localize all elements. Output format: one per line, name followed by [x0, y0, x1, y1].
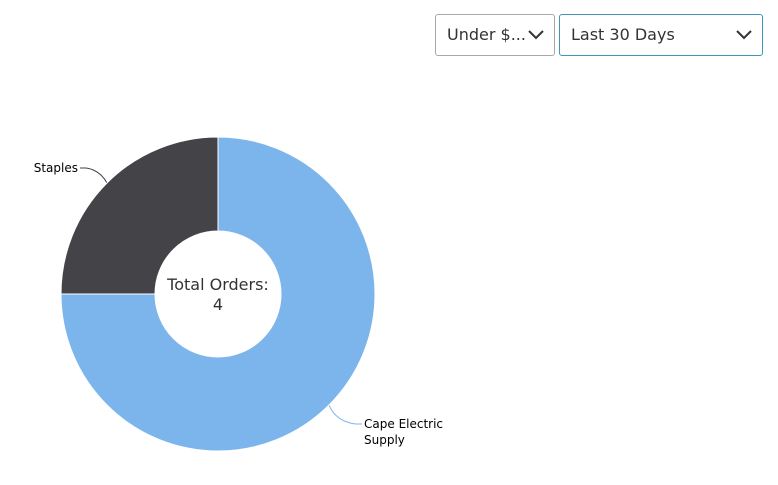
dropdown-text: Last 30 Days: [571, 25, 675, 44]
slice-label: Cape Electric Supply: [364, 417, 444, 448]
connector: [328, 404, 363, 425]
center-label: Total Orders:: [166, 275, 269, 294]
chevron: [736, 30, 752, 40]
donut-slice: [60, 136, 219, 295]
donut-slice: [60, 136, 376, 452]
dropdown-text: Under $...: [447, 25, 526, 44]
chevron: [528, 30, 544, 40]
slice-label: Staples: [33, 160, 78, 175]
period-dropdown[interactable]: Last 30 Days: [559, 14, 763, 56]
connector: [79, 167, 108, 184]
center-value: 4: [213, 295, 223, 314]
amount-dropdown[interactable]: Under $...: [435, 14, 555, 56]
